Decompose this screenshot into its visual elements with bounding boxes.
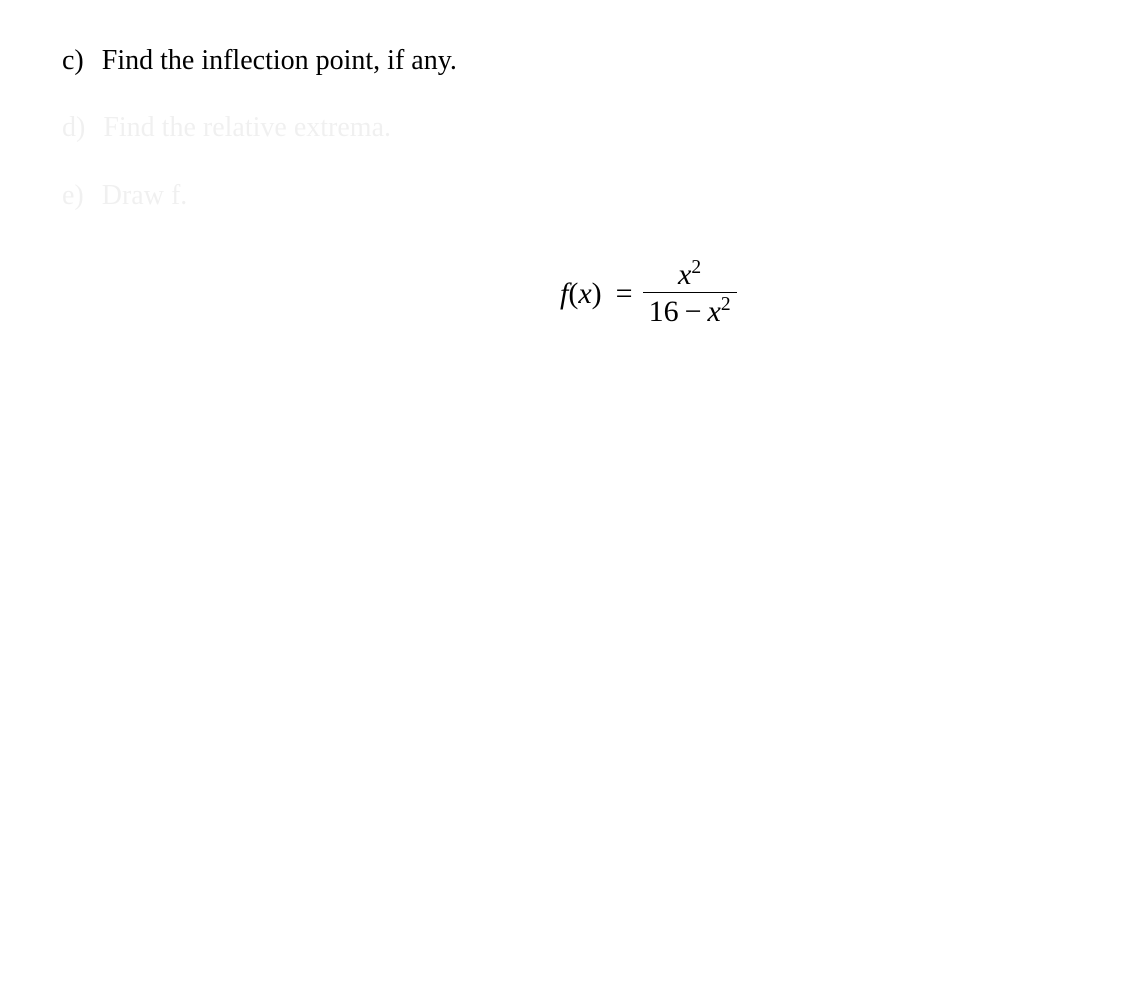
denominator-exp: 2 xyxy=(721,294,731,315)
denominator-var: x xyxy=(708,295,721,328)
equation-equals: = xyxy=(616,277,633,311)
equation-close-paren: ) xyxy=(592,277,602,310)
equation-numerator: x2 xyxy=(672,260,707,292)
question-c-text: Find the inflection point, if any. xyxy=(102,45,457,77)
question-c-label: c) xyxy=(62,45,84,77)
equation-lhs: f(x) xyxy=(560,277,602,311)
equation: f(x) = x2 16−x2 xyxy=(560,260,737,327)
equation-denominator: 16−x2 xyxy=(643,292,737,327)
question-c: c) Find the inflection point, if any. xyxy=(62,45,457,77)
question-d: d) Find the relative extrema. xyxy=(62,112,391,144)
denominator-const: 16 xyxy=(649,295,679,328)
numerator-exp: 2 xyxy=(691,257,701,278)
question-e-text: Draw f. xyxy=(102,180,188,212)
question-d-text: Find the relative extrema. xyxy=(103,112,391,144)
equation-lhs-var: x xyxy=(578,277,591,310)
equation-open-paren: ( xyxy=(568,277,578,310)
numerator-var: x xyxy=(678,258,691,291)
question-e-label: e) xyxy=(62,180,84,212)
denominator-op: − xyxy=(685,295,702,328)
equation-fraction: x2 16−x2 xyxy=(643,260,737,327)
question-e: e) Draw f. xyxy=(62,180,187,212)
question-d-label: d) xyxy=(62,112,85,144)
